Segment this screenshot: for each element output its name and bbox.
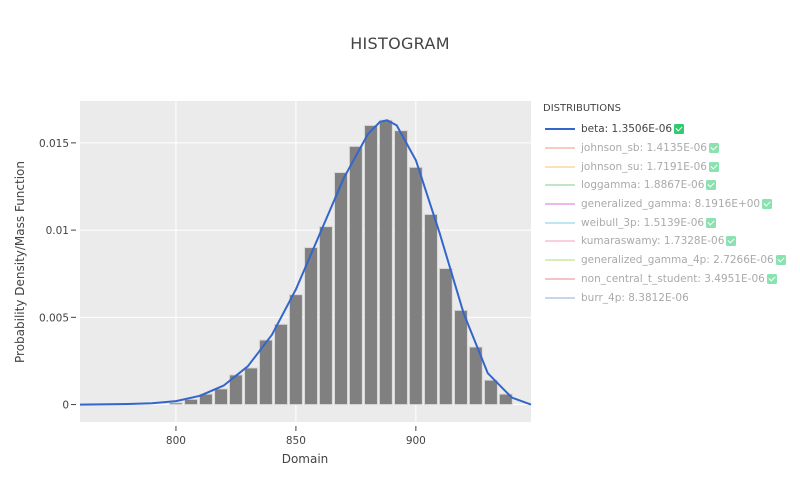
legend-label: generalized_gamma_4p: 2.7266E-06 bbox=[581, 254, 774, 267]
legend-items: beta: 1.3506E-06 johnson_sb: 1.4135E-06 jo… bbox=[543, 120, 786, 307]
check-icon bbox=[762, 199, 773, 210]
legend-item-loggamma[interactable]: loggamma: 1.8867E-06 bbox=[543, 176, 786, 195]
legend-item-johnson-sb[interactable]: johnson_sb: 1.4135E-06 bbox=[543, 139, 786, 158]
legend-item-weibull-3p[interactable]: weibull_3p: 1.5139E-06 bbox=[543, 213, 786, 232]
legend-line-swatch bbox=[545, 277, 575, 280]
legend: DISTRIBUTIONS beta: 1.3506E-06 johnson_sb… bbox=[543, 103, 786, 307]
check-icon bbox=[709, 143, 719, 154]
legend-label: kumaraswamy: 1.7328E-06 bbox=[581, 235, 725, 248]
legend-label: non_central_t_student: 3.4951E-06 bbox=[581, 272, 765, 285]
legend-line-swatch bbox=[545, 259, 575, 262]
legend-item-non-central-t-student[interactable]: non_central_t_student: 3.4951E-06 bbox=[543, 270, 786, 289]
y-tick-label: 0.005 bbox=[39, 312, 69, 324]
legend-label: johnson_su: 1.7191E-06 bbox=[581, 160, 707, 173]
legend-label: johnson_sb: 1.4135E-06 bbox=[581, 142, 707, 155]
check-icon bbox=[674, 124, 685, 135]
legend-line-swatch bbox=[545, 221, 575, 224]
check-icon bbox=[708, 161, 719, 172]
histogram-bar bbox=[378, 119, 393, 406]
histogram-bar bbox=[453, 309, 468, 406]
histogram-bar bbox=[363, 124, 378, 406]
y-tick-label: 0.015 bbox=[39, 138, 69, 150]
histogram-bar bbox=[438, 267, 453, 406]
legend-line-swatch bbox=[545, 184, 575, 187]
histogram-bar bbox=[468, 346, 483, 406]
legend-item-generalized-gamma[interactable]: generalized_gamma: 8.1916E+00 bbox=[543, 195, 786, 214]
histogram-bar bbox=[244, 367, 259, 406]
histogram-bar bbox=[483, 379, 498, 406]
check-icon bbox=[766, 273, 777, 284]
legend-line-swatch bbox=[545, 128, 575, 131]
histogram-bar bbox=[168, 402, 183, 406]
check-icon bbox=[706, 217, 717, 228]
legend-item-generalized-gamma-4p[interactable]: generalized_gamma_4p: 2.7266E-06 bbox=[543, 251, 786, 270]
histogram-bar bbox=[214, 388, 229, 406]
x-tick-label: 900 bbox=[406, 435, 426, 447]
x-tick-label: 800 bbox=[166, 435, 186, 447]
legend-item-johnson-su[interactable]: johnson_su: 1.7191E-06 bbox=[543, 157, 786, 176]
beta-fit-curve bbox=[79, 119, 532, 406]
histogram-bar bbox=[184, 398, 199, 406]
histogram-bar bbox=[498, 393, 513, 406]
y-axis-title: Probability Density/Mass Function bbox=[13, 161, 27, 363]
x-axis-title: Domain bbox=[282, 452, 329, 466]
histogram-bar bbox=[334, 172, 349, 406]
legend-line-swatch bbox=[545, 203, 575, 206]
histogram-bars bbox=[168, 119, 513, 406]
legend-label: loggamma: 1.8867E-06 bbox=[581, 179, 705, 192]
check-icon bbox=[706, 180, 717, 191]
histogram-bar bbox=[318, 226, 333, 406]
legend-label: burr_4p: 8.3812E-06 bbox=[581, 291, 689, 304]
x-axis-ticks: 800 850 900 bbox=[166, 426, 426, 447]
y-tick-label: 0 bbox=[62, 400, 69, 412]
histogram-bar bbox=[393, 130, 408, 406]
histogram-bar bbox=[423, 213, 438, 406]
legend-item-burr-4p[interactable]: burr_4p: 8.3812E-06 bbox=[543, 288, 786, 307]
histogram-bar bbox=[258, 339, 273, 406]
x-tick-label: 850 bbox=[286, 435, 306, 447]
histogram-bar bbox=[274, 323, 289, 406]
legend-line-swatch bbox=[545, 147, 575, 150]
legend-line-swatch bbox=[545, 296, 575, 299]
legend-item-kumaraswamy[interactable]: kumaraswamy: 1.7328E-06 bbox=[543, 232, 786, 251]
legend-item-beta[interactable]: beta: 1.3506E-06 bbox=[543, 120, 786, 139]
y-tick-label: 0.01 bbox=[46, 225, 69, 237]
check-icon bbox=[775, 255, 786, 266]
legend-line-swatch bbox=[545, 165, 575, 168]
histogram-bar bbox=[408, 166, 423, 406]
legend-title: DISTRIBUTIONS bbox=[543, 103, 621, 114]
legend-label: beta: 1.3506E-06 bbox=[581, 123, 673, 136]
legend-label: weibull_3p: 1.5139E-06 bbox=[581, 216, 705, 229]
legend-line-swatch bbox=[545, 240, 575, 243]
y-axis-ticks: 0 0.005 0.01 0.015 bbox=[39, 138, 76, 412]
histogram-bar bbox=[348, 145, 363, 406]
check-icon bbox=[726, 236, 737, 247]
histogram-bar bbox=[304, 247, 319, 406]
chart-title: HISTOGRAM bbox=[350, 34, 450, 53]
legend-label: generalized_gamma: 8.1916E+00 bbox=[581, 198, 761, 211]
histogram-bar bbox=[288, 294, 303, 406]
